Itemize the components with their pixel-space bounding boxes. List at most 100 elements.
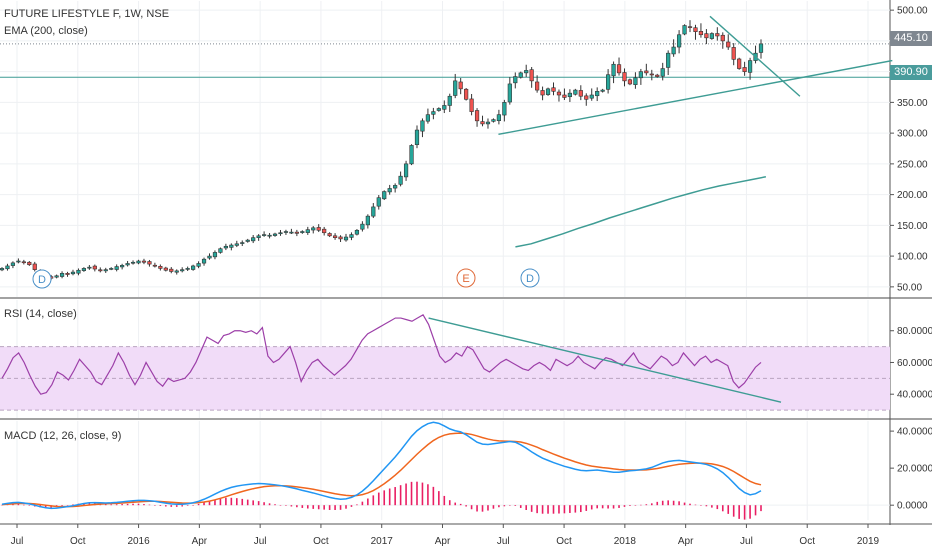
macd-histogram-bar bbox=[115, 504, 118, 506]
candle-body bbox=[92, 265, 97, 270]
candle-body bbox=[600, 89, 605, 92]
candle-body bbox=[130, 261, 136, 264]
x-tick-label: 2017 bbox=[371, 536, 394, 547]
macd-histogram-bar bbox=[623, 505, 626, 507]
macd-histogram-bar bbox=[246, 499, 249, 506]
candle-body bbox=[382, 191, 387, 200]
macd-histogram-bar bbox=[585, 505, 588, 511]
price-tick-label: 350.00 bbox=[897, 98, 928, 109]
macd-histogram-bar bbox=[650, 503, 653, 506]
last-price-tag: 445.10 bbox=[890, 31, 932, 46]
macd-histogram-bar bbox=[372, 495, 375, 506]
ema-indicator-label[interactable]: EMA (200, close) bbox=[4, 25, 88, 37]
candle-body bbox=[163, 267, 168, 271]
macd-histogram-bar bbox=[732, 505, 735, 517]
macd-histogram-bar bbox=[405, 483, 407, 506]
macd-histogram-bar bbox=[760, 505, 762, 512]
candle-body bbox=[671, 46, 676, 55]
macd-histogram-bar bbox=[197, 503, 200, 506]
candle-body bbox=[403, 163, 409, 178]
candle-body bbox=[0, 268, 5, 271]
macd-histogram-bar bbox=[306, 505, 309, 509]
candle-body bbox=[125, 263, 130, 266]
candle-body bbox=[10, 262, 16, 266]
macd-histogram-bar bbox=[44, 505, 47, 508]
candle-body bbox=[633, 77, 638, 85]
macd-histogram-bar bbox=[268, 503, 271, 506]
candle-body bbox=[240, 242, 245, 244]
candle-body bbox=[27, 261, 32, 266]
x-tick-label: 2018 bbox=[614, 536, 637, 547]
candle-body bbox=[464, 88, 469, 100]
macd-histogram-bar bbox=[672, 500, 675, 506]
candle-body bbox=[98, 269, 103, 272]
candle-body bbox=[76, 269, 81, 274]
candle-body bbox=[393, 185, 398, 189]
macd-histogram-bar bbox=[72, 504, 74, 506]
macd-histogram-bar bbox=[694, 504, 697, 506]
candle-body bbox=[256, 235, 261, 238]
macd-histogram-bar bbox=[590, 505, 593, 510]
candle-body bbox=[518, 72, 523, 78]
macd-histogram-bar bbox=[563, 505, 566, 514]
candle-body bbox=[447, 95, 452, 106]
macd-histogram-bar bbox=[192, 505, 194, 506]
candle-body bbox=[578, 90, 583, 97]
candle-body bbox=[666, 52, 671, 68]
macd-histogram-bar bbox=[454, 502, 457, 506]
candle-body bbox=[529, 69, 534, 82]
candle-body bbox=[169, 268, 174, 272]
candle-body bbox=[272, 233, 278, 236]
macd-histogram-bar bbox=[17, 504, 20, 506]
x-tick-label: Oct bbox=[313, 536, 329, 547]
price-trendline bbox=[709, 15, 801, 97]
macd-histogram-bar bbox=[235, 498, 238, 506]
macd-histogram-bar bbox=[290, 505, 293, 507]
macd-histogram-bar bbox=[61, 505, 63, 506]
macd-histogram-bar bbox=[509, 505, 511, 506]
event-marker-dividend bbox=[32, 269, 52, 289]
candle-body bbox=[59, 273, 65, 277]
x-tick-label: Jul bbox=[740, 536, 753, 547]
candle-body bbox=[311, 227, 316, 231]
candle-body bbox=[687, 26, 693, 28]
symbol-title[interactable]: FUTURE LIFESTYLE F, 1W, NSE bbox=[4, 8, 170, 20]
candle-body bbox=[191, 265, 196, 270]
rsi-indicator-label[interactable]: RSI (14, close) bbox=[4, 308, 77, 320]
rsi-tick-label: 60.0000 bbox=[897, 358, 932, 369]
rsi-tick-label: 80.0000 bbox=[897, 326, 932, 337]
candle-body bbox=[65, 273, 70, 275]
x-tick-label: Jul bbox=[254, 536, 267, 547]
macd-histogram-bar bbox=[317, 505, 320, 510]
candle-body bbox=[114, 266, 119, 270]
price-trendline bbox=[498, 59, 893, 136]
macd-histogram-bar bbox=[361, 501, 364, 506]
macd-histogram-bar bbox=[367, 498, 369, 506]
candle-body bbox=[606, 74, 611, 90]
x-tick-label: 2019 bbox=[857, 536, 880, 547]
candle-body bbox=[562, 94, 567, 98]
candle-body bbox=[229, 244, 234, 248]
event-marker-letter: D bbox=[38, 274, 46, 286]
macd-histogram-bar bbox=[541, 505, 544, 514]
macd-histogram-bar bbox=[312, 505, 315, 509]
macd-histogram-bar bbox=[285, 505, 287, 506]
macd-histogram-bar bbox=[656, 501, 659, 506]
macd-indicator-label[interactable]: MACD (12, 26, close, 9) bbox=[4, 430, 122, 442]
macd-histogram-bar bbox=[547, 505, 549, 514]
macd-histogram-bar bbox=[743, 505, 746, 520]
candle-body bbox=[682, 25, 687, 35]
macd-histogram-bar bbox=[525, 505, 528, 510]
candle-body bbox=[649, 73, 654, 76]
macd-histogram-bar bbox=[137, 503, 140, 506]
macd-histogram-bar bbox=[165, 505, 167, 507]
candle-body bbox=[332, 235, 338, 238]
macd-histogram-bar bbox=[225, 497, 227, 506]
macd-histogram-bar bbox=[121, 504, 123, 506]
candle-body bbox=[147, 261, 152, 265]
candle-body bbox=[442, 105, 447, 110]
macd-histogram-bar bbox=[66, 505, 69, 506]
x-tick-label: Oct bbox=[70, 536, 86, 547]
macd-histogram-bar bbox=[552, 505, 555, 514]
candle-body bbox=[611, 63, 616, 77]
